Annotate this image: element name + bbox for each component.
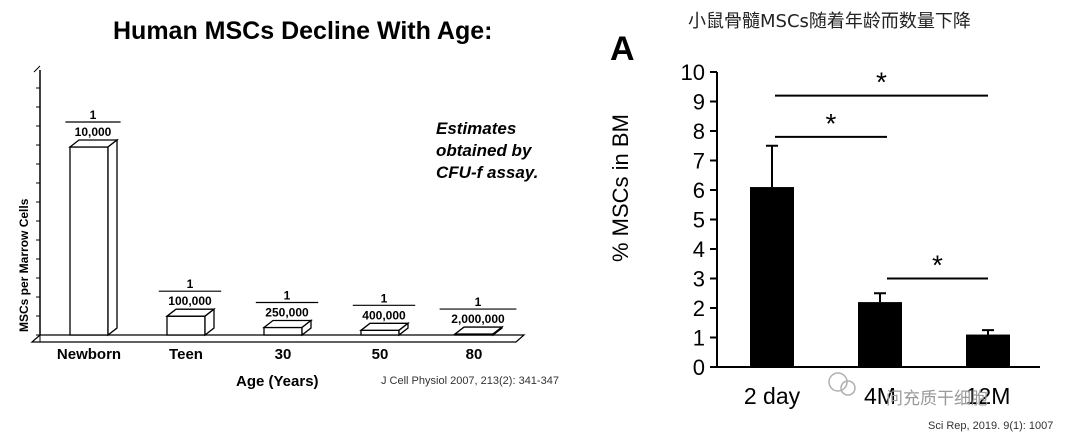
left-value-label-numerator: 1 bbox=[381, 291, 388, 305]
right-x-tick-label: 12M bbox=[966, 383, 1011, 409]
left-bar-Teen bbox=[165, 307, 216, 337]
left-bar-side bbox=[107, 138, 118, 337]
left-annotation-line-2: obtained by bbox=[436, 141, 533, 160]
left-value-label-numerator: 1 bbox=[284, 288, 291, 302]
right-bar-2 bbox=[966, 329, 1010, 367]
left-value-label-numerator: 1 bbox=[90, 108, 97, 122]
right-x-tick-label: 4M bbox=[864, 383, 896, 409]
right-y-tick-label: 1 bbox=[693, 326, 705, 351]
right-bar bbox=[966, 334, 1010, 367]
right-bar bbox=[750, 187, 794, 367]
left-bar-30 bbox=[262, 319, 313, 337]
right-x-tick-labels: 2 day 4M 12M bbox=[744, 383, 1011, 409]
left-value-label-denominator: 10,000 bbox=[75, 125, 112, 139]
left-bar-side bbox=[398, 321, 409, 337]
right-x-tick-label: 2 day bbox=[744, 383, 801, 409]
left-value-labels: 1 10,000 1 100,000 1 250,000 1 400,000 1 2,000,00… bbox=[65, 108, 517, 326]
left-bars bbox=[68, 138, 504, 337]
left-x-tick-label: Newborn bbox=[57, 346, 121, 363]
left-x-tick-label: Teen bbox=[169, 346, 203, 363]
left-bar-side bbox=[492, 325, 503, 337]
significance-star: * bbox=[826, 108, 837, 139]
left-x-tick-label: 50 bbox=[372, 346, 389, 363]
watermark: 问充质干细胞 bbox=[828, 372, 988, 409]
left-x-axis-label: Age (Years) bbox=[236, 373, 319, 390]
right-y-tick-label: 6 bbox=[693, 178, 705, 203]
right-y-tick-label: 10 bbox=[681, 60, 705, 85]
left-bar-50 bbox=[359, 321, 410, 337]
left-y-axis-label: MSCs per Marrow Cells bbox=[17, 198, 31, 332]
left-chart-floor bbox=[30, 334, 526, 343]
right-bars bbox=[750, 144, 1010, 367]
left-bar-front bbox=[69, 146, 109, 336]
right-y-tick-label: 3 bbox=[693, 267, 705, 292]
panel-label: A bbox=[610, 30, 635, 68]
left-bar-side bbox=[204, 307, 215, 337]
right-chart-title: 小鼠骨髓MSCs随着年龄而数量下降 bbox=[688, 11, 971, 32]
right-y-tick-label: 9 bbox=[693, 90, 705, 115]
left-x-tick-labels: Newborn Teen 30 50 80 bbox=[57, 346, 482, 363]
right-y-tick-label: 7 bbox=[693, 149, 705, 174]
left-y-ticks bbox=[36, 87, 40, 336]
left-annotation-line-3: CFU-f assay. bbox=[436, 163, 538, 182]
left-y-axis-3d-edge bbox=[33, 65, 41, 73]
left-value-label-denominator: 400,000 bbox=[362, 308, 406, 322]
left-x-tick-label: 30 bbox=[275, 346, 292, 363]
left-bar-80 bbox=[453, 325, 504, 337]
left-value-label-numerator: 1 bbox=[187, 277, 194, 291]
left-bar-front bbox=[166, 315, 206, 336]
significance-star: * bbox=[932, 250, 943, 281]
right-source-citation: Sci Rep, 2019. 9(1): 1007 bbox=[928, 420, 1053, 432]
left-bar-side bbox=[301, 319, 312, 337]
left-chart: Human MSCs Decline With Age: MSCs per Ma… bbox=[17, 17, 559, 390]
left-bar-Newborn bbox=[68, 138, 119, 337]
right-bar-1 bbox=[858, 292, 902, 367]
wechat-icon bbox=[828, 372, 848, 392]
right-bar bbox=[858, 302, 902, 367]
left-annotation-line-1: Estimates bbox=[436, 119, 516, 138]
left-value-label-denominator: 250,000 bbox=[265, 305, 309, 319]
left-bar-front bbox=[263, 326, 303, 336]
right-y-ticks: 0 1 2 3 4 5 6 7 8 9 10 bbox=[681, 60, 717, 380]
left-source-citation: J Cell Physiol 2007, 213(2): 341-347 bbox=[381, 375, 559, 387]
significance-brackets: * * * bbox=[775, 67, 988, 281]
left-value-label-denominator: 2,000,000 bbox=[451, 312, 505, 326]
right-y-axis-label: % MSCs in BM bbox=[608, 114, 633, 262]
right-bar-0 bbox=[750, 144, 794, 367]
right-y-tick-label: 0 bbox=[693, 355, 705, 380]
right-chart: 小鼠骨髓MSCs随着年龄而数量下降 A % MSCs in BM 0 1 2 3 4 5 6… bbox=[608, 11, 1053, 432]
right-y-tick-label: 2 bbox=[693, 296, 705, 321]
wechat-icon-bubble bbox=[840, 380, 856, 396]
left-value-label-denominator: 100,000 bbox=[168, 294, 212, 308]
left-chart-title: Human MSCs Decline With Age: bbox=[113, 17, 492, 45]
right-y-tick-label: 4 bbox=[693, 237, 705, 262]
right-y-tick-label: 8 bbox=[693, 119, 705, 144]
watermark-text: 问充质干细胞 bbox=[886, 389, 988, 409]
significance-star: * bbox=[876, 67, 887, 98]
right-y-tick-label: 5 bbox=[693, 208, 705, 233]
left-x-tick-label: 80 bbox=[466, 346, 483, 363]
left-value-label-numerator: 1 bbox=[475, 295, 482, 309]
left-bar-front bbox=[360, 329, 400, 336]
